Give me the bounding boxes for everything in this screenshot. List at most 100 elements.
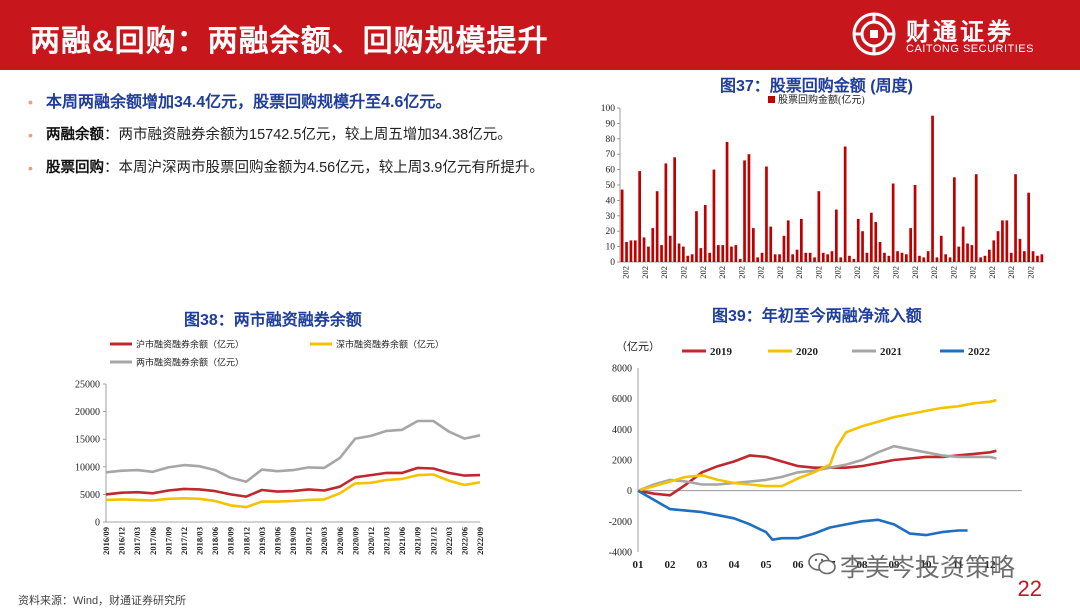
- bar: [760, 252, 764, 262]
- bar: [786, 220, 790, 262]
- bar: [856, 218, 860, 262]
- x-tick-label: 05: [761, 559, 773, 571]
- bar: [1036, 255, 1039, 262]
- x-tick-label: 06: [793, 559, 805, 571]
- bar: [948, 257, 952, 262]
- slide-title: 两融&回购：两融余额、回购规模提升: [30, 25, 549, 58]
- bullet-dot-icon: •: [28, 127, 33, 143]
- bullet-summary-text: 本周两融余额增加34.4亿元，股票回购规模升至4.6亿元。: [46, 94, 452, 111]
- bar: [800, 218, 803, 262]
- bar: [730, 246, 733, 262]
- x-tick-label: 2020/03: [319, 527, 329, 555]
- bar: [944, 254, 947, 262]
- bar: [756, 257, 759, 262]
- bar: [655, 191, 659, 262]
- x-tick-label: 2018/09: [226, 527, 236, 555]
- x-tick-label: 202: [640, 266, 650, 279]
- wechat-icon: [808, 553, 836, 575]
- y-tick-label: 0: [95, 518, 100, 529]
- y-unit-label: （亿元）: [616, 340, 660, 353]
- bar: [922, 257, 926, 262]
- bar: [708, 252, 711, 262]
- logo-chinese-name: 财通证券: [906, 19, 1014, 46]
- bar: [660, 245, 663, 262]
- watermark-text: 李美岑投资策略: [840, 554, 1016, 582]
- x-tick-label: 202: [678, 266, 688, 279]
- x-tick-label: 12: [985, 559, 997, 571]
- y-tick-label: 10: [606, 243, 616, 253]
- bullet-dot-icon: •: [28, 94, 33, 110]
- y-tick-label: 90: [606, 119, 616, 129]
- x-tick-label: 03: [697, 559, 709, 571]
- x-tick-label: 202: [813, 266, 823, 279]
- margin-balance-line-chart: 沪市融资融券余额（亿元） 深市融资融券余额（亿元） 两市融资融券余额（亿元） 0 500…: [75, 339, 485, 555]
- bullet-buyback-label: 股票回购: [46, 160, 104, 176]
- y-tick-label: 60: [606, 166, 616, 176]
- bar: [974, 174, 978, 262]
- x-tick-label: 2018/12: [241, 527, 251, 555]
- y-tick-label: 8000: [612, 364, 632, 375]
- legend-label: 2022: [968, 346, 991, 358]
- x-tick-label: 2022/09: [475, 527, 485, 555]
- y-tick-label: 25000: [75, 380, 100, 391]
- slide-header: 两融&回购：两融余额、回购规模提升 财通证券 CAITONG SECURITIE…: [0, 0, 1080, 70]
- bar: [677, 243, 681, 262]
- bar: [1018, 238, 1022, 262]
- bar: [734, 245, 738, 262]
- bar: [712, 169, 716, 262]
- y-tick-label: 4000: [612, 425, 632, 436]
- bar: [717, 245, 720, 262]
- bar: [721, 245, 725, 262]
- x-tick-label: 202: [1006, 266, 1016, 279]
- series-line: [637, 449, 997, 497]
- bar: [642, 237, 646, 262]
- bar: [843, 146, 847, 262]
- margin-net-inflow-line-chart: （亿元） 2019 2020 2021 2022 -4000 -2000 0 2000 4000 6…: [609, 340, 1022, 571]
- bar: [813, 257, 816, 262]
- x-tick-label: 202: [948, 266, 958, 279]
- x-tick-label: 202: [871, 266, 881, 279]
- bullet-dot-icon: •: [28, 160, 33, 176]
- y-tick-label: 70: [606, 150, 616, 160]
- bar: [983, 255, 987, 262]
- x-tick-label: 2017/06: [148, 527, 158, 555]
- page-number: 22: [1017, 576, 1042, 601]
- y-tick-label: 2000: [612, 456, 632, 467]
- x-tick-label: 09: [889, 559, 901, 571]
- bar: [865, 252, 869, 262]
- bar: [1027, 192, 1030, 262]
- x-tick-label: 2021/12: [428, 527, 438, 555]
- x-tick-label: 2019/12: [304, 527, 314, 555]
- bar: [817, 191, 821, 262]
- legend-label: 2021: [880, 346, 902, 358]
- bullet-buyback-text: ：本周沪深两市股票回购金额为4.56亿元，较上周3.9亿元有所提升。: [104, 160, 544, 176]
- bar: [773, 254, 777, 262]
- bar: [752, 228, 755, 262]
- bar: [970, 245, 974, 262]
- bar: [1005, 220, 1009, 262]
- x-tick-label: 10: [921, 559, 933, 571]
- bar: [896, 251, 899, 262]
- bar: [629, 240, 633, 262]
- legend-label: 2019: [710, 346, 733, 358]
- bar: [703, 205, 707, 262]
- bar: [883, 252, 886, 262]
- bar: [769, 226, 773, 262]
- bar: [961, 226, 965, 262]
- fig39-title: 图39：年初至今两融净流入额: [712, 308, 922, 325]
- bar: [651, 228, 655, 262]
- bar: [988, 249, 991, 262]
- bar: [979, 257, 982, 262]
- x-tick-label: 2020/09: [350, 527, 360, 555]
- bar: [861, 231, 864, 262]
- y-tick-label: 20: [606, 227, 616, 237]
- x-tick-label: 202: [756, 266, 766, 279]
- y-tick-label: 80: [606, 135, 616, 145]
- bar: [633, 240, 637, 262]
- legend-label: 深市融资融券余额（亿元）: [336, 339, 444, 350]
- bar: [791, 254, 794, 262]
- bullet-margin-balance: • 两融余额：两市融资融券余额为15742.5亿元，较上周五增加34.38亿元。: [26, 125, 546, 146]
- bar: [699, 248, 703, 262]
- y-tick-label: 40: [606, 196, 616, 206]
- y-tick-label: 5000: [80, 490, 100, 501]
